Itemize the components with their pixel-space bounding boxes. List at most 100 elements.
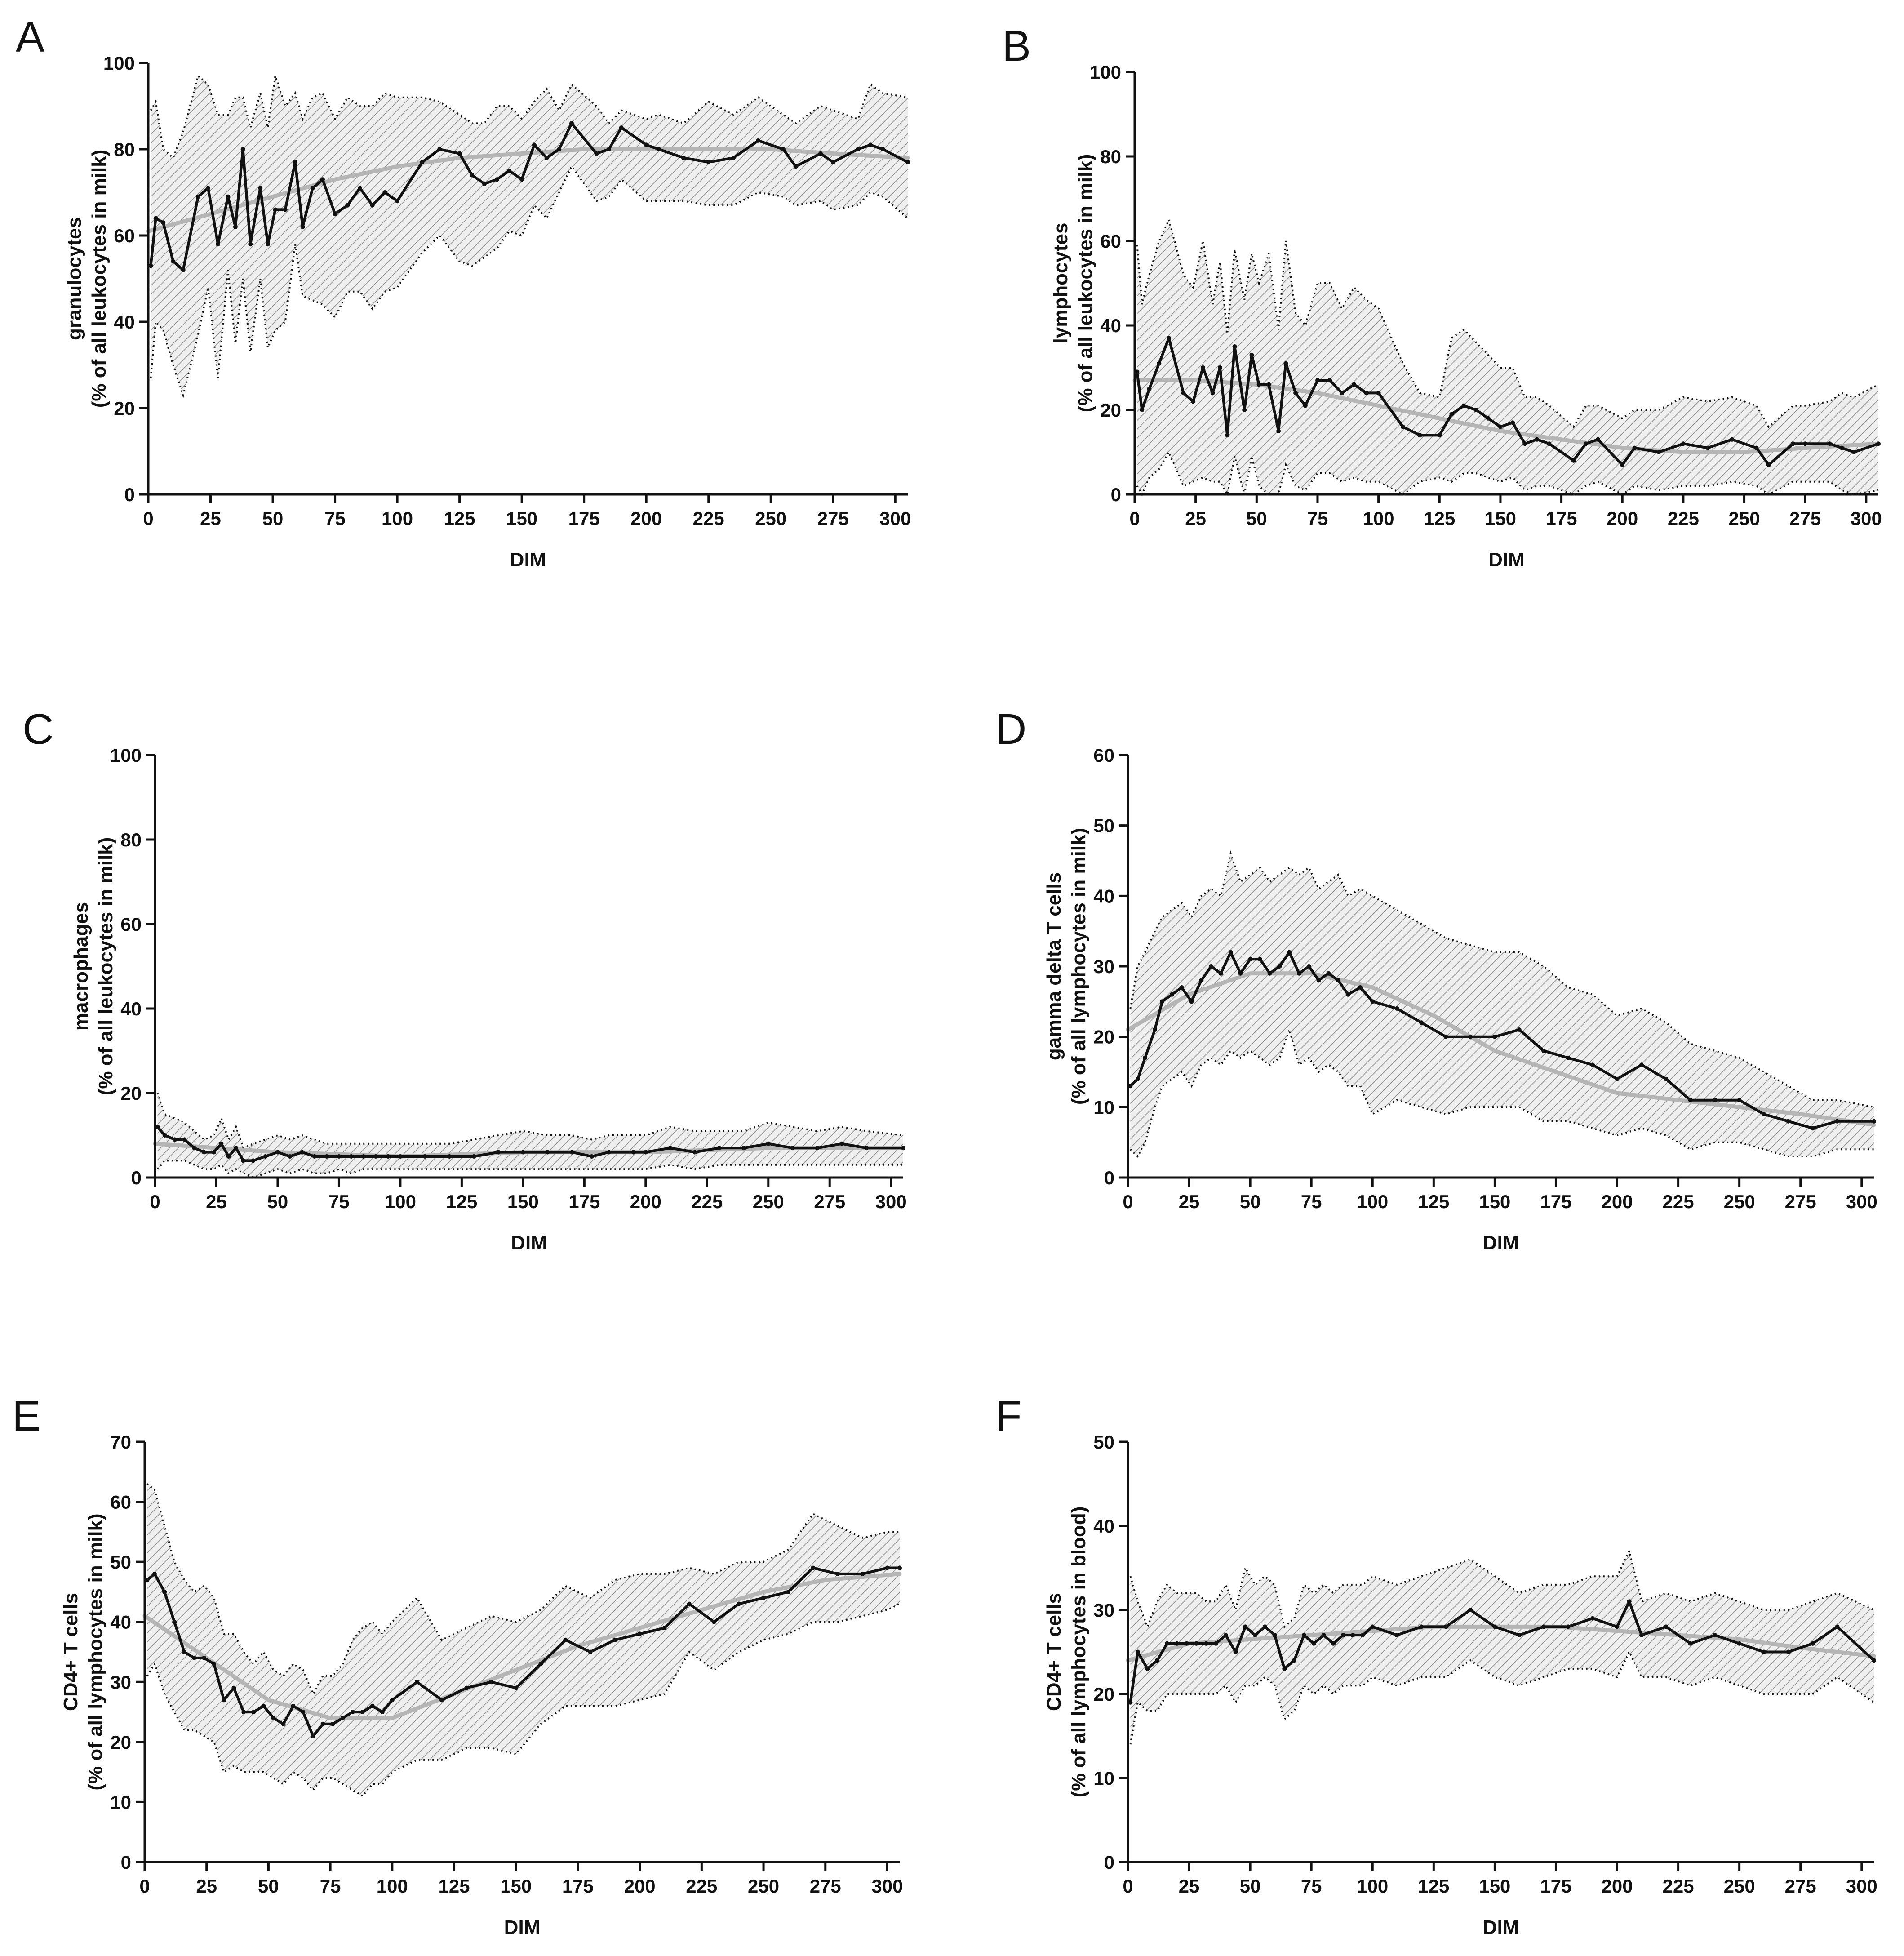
mean-point [1517,1027,1522,1032]
mean-point [1145,1666,1150,1671]
mean-point [241,1710,246,1715]
mean-point [422,1154,427,1159]
mean-point [293,160,297,164]
mean-point [1243,1624,1248,1629]
x-axis-title: DIM [1488,549,1525,571]
fit-curve [146,147,910,233]
y-axis-title-line1: granulocytes [63,217,85,340]
confidence-band [1130,854,1874,1156]
mean-point [815,1146,820,1151]
y-tick-label: 80 [114,139,135,160]
mean-point [395,199,400,204]
mean-point [320,177,325,182]
x-tick-label: 300 [1851,508,1882,529]
y-tick-label: 10 [1093,1768,1114,1789]
mean-point [1276,429,1281,433]
mean-point [532,142,537,147]
mean-point [202,1655,207,1660]
confidence-band [1137,220,1878,494]
mean-point [1327,378,1332,383]
mean-point [637,1631,642,1636]
mean-point [631,1150,636,1155]
mean-point [1851,450,1856,454]
x-tick-label: 225 [686,1876,717,1897]
mean-point [1656,450,1661,454]
x-tick-label: 50 [262,508,284,529]
mean-point [761,1596,766,1600]
mean-point [1492,1624,1497,1629]
y-tick-label: 60 [110,1492,131,1513]
mean-point [1315,378,1320,383]
mean-point [283,207,288,212]
x-tick-label: 75 [328,1191,350,1212]
mean-point [1217,365,1222,370]
mean-point [818,151,823,156]
mean-point [1872,1658,1876,1663]
mean-point [273,207,278,212]
mean-point [496,1150,501,1155]
mean-point [301,1710,306,1715]
x-tick-label: 175 [568,508,600,529]
y-tick-label: 80 [120,829,142,850]
mean-point [464,1685,469,1690]
x-tick-label: 275 [1789,508,1821,529]
mean-point [1443,1034,1448,1039]
mean-point [1238,971,1243,976]
x-tick-label: 175 [1546,508,1577,529]
x-tick-label: 100 [1357,1191,1388,1212]
mean-point [1257,957,1262,962]
mean-point [1737,1641,1742,1646]
mean-point [766,1141,771,1146]
x-tick-label: 0 [143,508,153,529]
y-axis-title-line1: CD4+ T cells [60,1593,82,1711]
mean-point [1350,1633,1355,1638]
mean-point [382,190,387,195]
y-axis-title-line2: (% of all leukocytes in milk) [95,837,117,1096]
mean-point [152,1571,157,1576]
mean-point [1321,1633,1326,1638]
band-lower-line [1129,1649,1875,1745]
y-tick-label: 40 [1100,315,1121,336]
mean-point [1468,1608,1473,1612]
mean-point [830,160,835,164]
mean-point [594,151,599,156]
y-tick-label: 40 [114,311,135,333]
mean-point [1681,441,1686,446]
mean-point [1199,978,1204,983]
mean-point [320,1721,325,1726]
x-tick-label: 275 [810,1876,841,1897]
mean-point [494,177,499,182]
x-tick-label: 175 [1540,1876,1571,1897]
mean-point [545,1150,550,1155]
mean-point [370,203,375,208]
x-tick-label: 300 [1846,1191,1877,1212]
mean-point [1522,441,1527,446]
mean-point [1492,1034,1497,1039]
y-tick-label: 0 [1104,1852,1114,1873]
x-tick-label: 250 [1724,1876,1755,1897]
mean-point [1566,1055,1571,1060]
mean-point [544,156,549,160]
y-axis-title-line2: (% of all lymphocytes in blood) [1068,1507,1090,1798]
mean-point [588,1649,593,1654]
mean-point [1331,1641,1336,1646]
mean-point [1228,950,1233,955]
mean-point [1730,437,1735,442]
mean-point [182,1649,187,1654]
mean-point [349,1154,354,1159]
y-tick-label: 20 [120,1083,142,1104]
x-tick-label: 75 [1301,1876,1322,1897]
mean-point [337,1154,342,1159]
mean-point [447,1154,452,1159]
mean-point [251,1710,256,1715]
mean-point [1147,387,1152,391]
x-tick-label: 50 [267,1191,288,1212]
mean-point [1179,985,1184,990]
mean-point [1194,1641,1199,1646]
x-tick-label: 250 [1724,1191,1755,1212]
mean-point [643,1150,648,1155]
y-tick-label: 50 [1093,1431,1114,1453]
confidence-band [1130,1551,1874,1745]
x-tick-label: 250 [755,508,786,529]
